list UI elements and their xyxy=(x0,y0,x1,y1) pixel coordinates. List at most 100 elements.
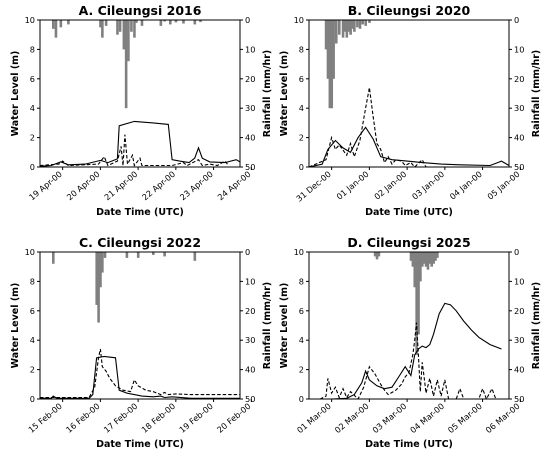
y2-tick-label: 40 xyxy=(245,365,255,375)
rain-bar xyxy=(426,252,430,270)
rain-bar xyxy=(332,20,335,79)
rain-bar xyxy=(136,252,140,258)
y-tick-label: 0 xyxy=(299,162,304,172)
x-tick-label: 02 Jan-00 xyxy=(372,169,408,202)
rain-bar xyxy=(67,20,70,25)
plot-frame xyxy=(308,251,510,400)
rain-bar xyxy=(182,20,185,24)
y2-tick-label: 50 xyxy=(514,394,524,404)
x-axis-label: Date Time (UTC) xyxy=(96,207,184,218)
rain-bars xyxy=(324,20,371,109)
chart-panel-b: B. Cileungsi 2020 Date Time (UTC) Water … xyxy=(279,3,542,218)
y-tick-label: 0 xyxy=(30,394,35,404)
rain-bar xyxy=(159,20,163,26)
rain-bar xyxy=(101,252,104,273)
x-tick-label: 19 Feb-00 xyxy=(177,401,215,435)
rain-bar xyxy=(193,20,197,25)
y-tick-label: 8 xyxy=(299,44,304,54)
y-tick-label: 8 xyxy=(299,276,304,286)
y2-tick-label: 20 xyxy=(245,74,255,84)
y-tick-label: 10 xyxy=(294,15,304,25)
series-line-solid xyxy=(40,120,240,167)
rain-bar xyxy=(428,252,432,264)
rain-bar xyxy=(103,252,107,258)
rain-bar xyxy=(375,252,379,260)
rain-bar xyxy=(422,252,426,264)
rain-bar xyxy=(424,252,428,267)
y-tick-label: 2 xyxy=(299,133,304,143)
rain-bar xyxy=(54,20,58,38)
y-tick-label: 2 xyxy=(30,365,35,375)
x-tick-label: 06 Mar-00 xyxy=(484,401,522,435)
rain-bar xyxy=(330,20,334,109)
y-axis-label: Water Level (m) xyxy=(279,51,290,137)
rain-bar xyxy=(341,20,345,38)
rain-bar xyxy=(417,252,420,335)
rain-bar xyxy=(118,20,122,32)
y-tick-label: 4 xyxy=(30,103,35,113)
rain-bar xyxy=(125,252,129,258)
rain-bar xyxy=(140,20,144,26)
rain-bar xyxy=(104,20,108,26)
x-tick-label: 21 Apr-00 xyxy=(102,169,139,202)
y-tick-label: 8 xyxy=(30,44,35,54)
x-tick-label: 05 Mar-00 xyxy=(446,401,484,435)
rain-bar xyxy=(101,20,104,38)
rain-bar xyxy=(328,20,332,109)
rain-bars xyxy=(52,252,197,323)
y2-tick-label: 30 xyxy=(514,103,524,113)
series-lines xyxy=(40,348,240,399)
y-tick-label: 0 xyxy=(30,162,35,172)
rain-bars xyxy=(373,252,439,355)
series-line-dashed xyxy=(40,134,230,167)
rain-bar xyxy=(122,20,126,50)
rain-bar xyxy=(356,20,359,28)
rain-bar xyxy=(415,252,418,355)
chart-title: B. Cileungsi 2020 xyxy=(348,3,471,18)
x-tick-label: 01 Mar-00 xyxy=(295,401,333,435)
chart-panel-a: A. Cileungsi 2016 Date Time (UTC) Water … xyxy=(10,3,273,218)
y-tick-label: 2 xyxy=(30,133,35,143)
series-lines xyxy=(309,87,509,167)
x-tick-label: 01 Jan-00 xyxy=(334,169,370,202)
series-line-dashed xyxy=(40,348,240,399)
series-line-solid xyxy=(309,126,509,167)
rain-bar xyxy=(358,20,362,29)
y2-tick-label: 20 xyxy=(514,74,524,84)
y-tick-label: 10 xyxy=(25,15,35,25)
x-tick-label: 03 Jan-00 xyxy=(410,169,446,202)
rain-bar xyxy=(168,20,172,25)
y2-tick-label: 10 xyxy=(245,276,255,286)
rain-bar xyxy=(436,252,439,258)
rain-bar xyxy=(152,252,155,255)
rain-bar xyxy=(337,20,341,35)
rain-bar xyxy=(361,20,364,25)
y2-axis-label: Rainfall (mm/hr) xyxy=(262,282,273,370)
rain-bar xyxy=(343,20,347,32)
x-tick-label: 23 Apr-00 xyxy=(178,169,215,202)
y2-tick-label: 50 xyxy=(245,162,255,172)
series-lines xyxy=(309,302,502,399)
rain-bar xyxy=(193,252,197,261)
rain-bar xyxy=(413,252,417,288)
rain-bar xyxy=(349,20,352,35)
rain-bar xyxy=(324,20,328,50)
rain-bar xyxy=(174,20,178,23)
y2-tick-label: 30 xyxy=(245,103,255,113)
x-axis-label: Date Time (UTC) xyxy=(365,439,453,450)
y-tick-label: 6 xyxy=(30,74,35,84)
x-tick-label: 03 Mar-00 xyxy=(370,401,408,435)
plot-frame xyxy=(308,19,510,168)
rain-bar xyxy=(347,20,351,32)
rain-bar xyxy=(163,252,166,257)
series-line-solid xyxy=(309,302,502,399)
rain-bar xyxy=(419,252,422,282)
y2-axis-label: Rainfall (mm/hr) xyxy=(531,50,542,138)
y2-tick-label: 30 xyxy=(245,335,255,345)
rain-bar xyxy=(434,252,437,261)
rain-bar xyxy=(430,252,434,267)
y-axis-label: Water Level (m) xyxy=(279,283,290,369)
y2-tick-label: 20 xyxy=(514,306,524,316)
x-tick-label: 04 Mar-00 xyxy=(408,401,446,435)
y2-tick-label: 0 xyxy=(514,15,519,25)
